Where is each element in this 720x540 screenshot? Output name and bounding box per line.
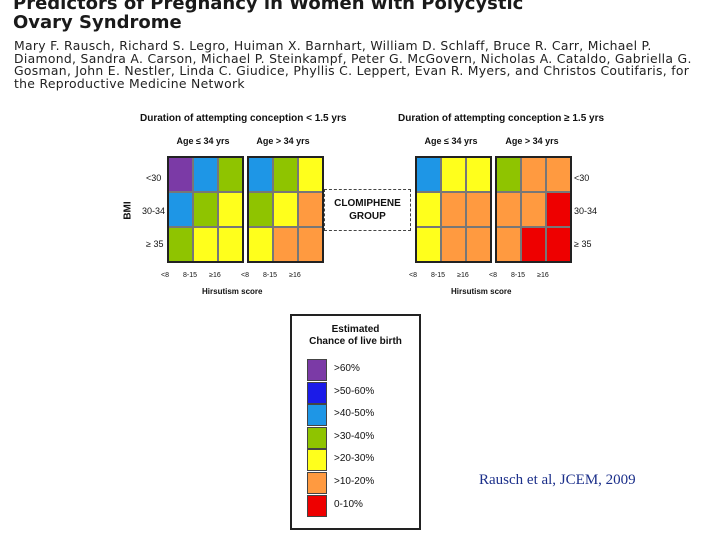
heatmap-cell (521, 192, 546, 227)
heatmap-cell (193, 192, 218, 227)
heatmap-cell (416, 157, 441, 192)
heatmap-cell (441, 157, 466, 192)
heatmap-cell (248, 227, 273, 262)
heatmap-cell (248, 157, 273, 192)
legend-swatch (307, 426, 327, 449)
clomiphene-group-label: CLOMIPHENE GROUP (324, 189, 411, 231)
heatmap-cell (273, 227, 298, 262)
hirsutism-tick: 8-15 (510, 272, 525, 279)
legend-label: 0-10% (334, 498, 363, 510)
bmi-row-label-right-2: 30-34 (574, 206, 598, 216)
heatmap-cell (273, 192, 298, 227)
hirsutism-tick: <8 (409, 272, 417, 279)
legend-label: >20-30% (334, 453, 375, 465)
heatmap-cell (168, 192, 193, 227)
hirsutism-tick: 8-15 (430, 272, 445, 279)
bmi-row-label-right-1: <30 (574, 173, 590, 183)
paper-title: Predictors of Pregnancy in Women with Po… (13, 0, 713, 32)
heatmap-cell (496, 192, 521, 227)
citation: Rausch et al, JCEM, 2009 (479, 472, 636, 488)
heatmap-cell (546, 192, 571, 227)
hirsutism-tick: ≥16 (457, 272, 469, 279)
legend-label: >30-40% (334, 430, 375, 442)
legend-title: Estimated Chance of live birth (292, 324, 419, 348)
heatmap-cell (273, 157, 298, 192)
heatmap-cell (193, 157, 218, 192)
heatmap-short-old (247, 156, 324, 263)
heatmap-cell (218, 192, 243, 227)
heatmap-cell (298, 227, 323, 262)
hirsutism-tick: <8 (161, 272, 169, 279)
legend-swatch (307, 449, 327, 472)
legend-label: >50-60% (334, 385, 375, 397)
legend-swatch (307, 359, 327, 381)
heatmap-cell (441, 227, 466, 262)
heatmap-cell (218, 227, 243, 262)
heatmap-cell (521, 157, 546, 192)
right-panel-title: Duration of attempting conception ≥ 1.5 … (398, 113, 605, 124)
heatmap-cell (218, 157, 243, 192)
legend-title-line-1: Estimated (331, 324, 380, 335)
heatmap-cell (193, 227, 218, 262)
hirsutism-tick: 8-15 (262, 272, 277, 279)
hirsutism-tick: 8-15 (182, 272, 197, 279)
heatmap-cell (546, 157, 571, 192)
bmi-axis-label-left: BMI (122, 201, 134, 220)
legend: Estimated Chance of live birth >60% >50-6… (290, 314, 421, 530)
heatmap-cell (298, 157, 323, 192)
heatmap-cell (248, 192, 273, 227)
age-young-label-left: Age ≤ 34 yrs (176, 136, 230, 146)
hirsutism-tick: ≥16 (209, 272, 221, 279)
legend-swatch (307, 494, 327, 517)
legend-swatch (307, 381, 327, 404)
legend-label: >60% (334, 363, 360, 374)
legend-label: >40-50% (334, 408, 375, 420)
heatmap-cell (466, 192, 491, 227)
heatmap-cell (496, 227, 521, 262)
paper-authors: Mary F. Rausch, Richard S. Legro, Huiman… (14, 40, 692, 91)
legend-title-line-2: Chance of live birth (309, 336, 402, 347)
legend-swatch (307, 472, 327, 494)
hirsutism-axis-title-right: Hirsutism score (451, 287, 512, 296)
age-old-label-right: Age > 34 yrs (505, 136, 559, 146)
heatmap-cell (496, 157, 521, 192)
bmi-row-label-left-2: 30-34 (142, 206, 166, 216)
paper-title-line-1: Predictors of Pregnancy in Women with Po… (13, 0, 524, 14)
age-young-label-right: Age ≤ 34 yrs (424, 136, 478, 146)
heatmap-cell (546, 227, 571, 262)
bmi-row-label-left-1: <30 (146, 173, 162, 183)
legend-label: >10-20% (334, 476, 375, 487)
clomiphene-line-1: CLOMIPHENE (334, 198, 401, 209)
heatmap-long-young (415, 156, 492, 263)
hirsutism-tick: <8 (241, 272, 249, 279)
heatmap-short-young (167, 156, 244, 263)
hirsutism-tick: <8 (489, 272, 497, 279)
heatmap-cell (521, 227, 546, 262)
heatmap-cell (416, 192, 441, 227)
heatmap-cell (466, 157, 491, 192)
legend-swatch (307, 404, 327, 427)
bmi-row-label-right-3: ≥ 35 (574, 239, 592, 249)
hirsutism-tick: ≥16 (289, 272, 301, 279)
heatmap-cell (298, 192, 323, 227)
age-old-label-left: Age > 34 yrs (256, 136, 310, 146)
heatmap-long-old (495, 156, 572, 263)
clomiphene-line-2: GROUP (349, 211, 386, 222)
bmi-row-label-left-3: ≥ 35 (146, 239, 164, 249)
left-panel-title: Duration of attempting conception < 1.5 … (140, 113, 347, 124)
heatmap-cell (168, 157, 193, 192)
hirsutism-axis-title-left: Hirsutism score (202, 287, 263, 296)
heatmap-cell (168, 227, 193, 262)
hirsutism-tick: ≥16 (537, 272, 549, 279)
heatmap-cell (416, 227, 441, 262)
heatmap-cell (441, 192, 466, 227)
paper-title-line-2: Ovary Syndrome (13, 12, 182, 33)
heatmap-cell (466, 227, 491, 262)
